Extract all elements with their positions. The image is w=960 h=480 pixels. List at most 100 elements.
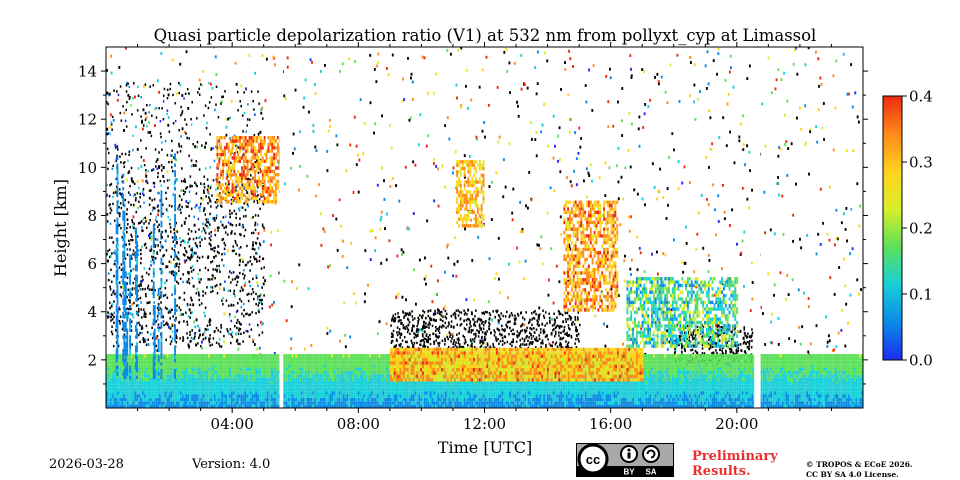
boundary-layer-cell <box>223 404 226 408</box>
boundary-layer-cell <box>136 384 139 388</box>
boundary-layer-cell <box>177 387 180 392</box>
boundary-layer-cell <box>246 354 248 358</box>
noise-cell <box>477 318 479 321</box>
boundary-layer-cell <box>145 360 148 365</box>
noise-cell <box>189 333 191 337</box>
noise-cell <box>391 177 394 180</box>
noise-cell <box>196 117 198 120</box>
noise-cell <box>427 309 430 313</box>
noise-cell <box>423 337 426 340</box>
boundary-layer-cell <box>213 367 216 371</box>
noise-cell <box>746 197 749 201</box>
boundary-layer-cell <box>111 354 114 358</box>
noise-cell <box>437 167 440 171</box>
noise-cell <box>703 352 706 355</box>
boundary-layer-cell <box>249 377 252 382</box>
noise-cell <box>358 158 361 162</box>
noise-cell <box>120 285 122 289</box>
boundary-layer-cell <box>185 364 188 368</box>
boundary-layer-cell <box>136 377 139 382</box>
noise-cell <box>586 195 589 199</box>
noise-cell <box>230 202 233 205</box>
noise-cell <box>119 85 122 88</box>
noise-cell <box>110 209 113 212</box>
noise-cell <box>418 318 420 321</box>
noise-cell <box>271 303 274 307</box>
noise-cell <box>220 326 223 329</box>
boundary-layer-cell <box>240 387 243 392</box>
noise-cell <box>693 83 696 87</box>
noise-cell <box>393 345 395 349</box>
noise-cell <box>165 279 168 282</box>
boundary-layer-cell <box>253 360 256 365</box>
noise-cell <box>794 339 796 343</box>
noise-cell <box>161 236 164 239</box>
noise-cell <box>239 271 241 275</box>
noise-cell <box>447 256 450 260</box>
noise-cell <box>474 337 476 340</box>
noise-cell <box>238 327 241 330</box>
noise-cell <box>459 105 462 109</box>
noise-cell <box>247 299 250 303</box>
boundary-layer-cell <box>132 370 135 375</box>
boundary-layer-cell <box>200 394 203 398</box>
boundary-layer-cell <box>266 367 269 371</box>
noise-cell <box>380 215 383 219</box>
boundary-layer-cell <box>107 377 110 382</box>
boundary-layer-cell <box>272 387 275 392</box>
noise-cell <box>447 324 449 328</box>
noise-cell <box>323 63 326 67</box>
boundary-layer-cell <box>126 377 129 382</box>
noise-cell <box>437 308 439 312</box>
boundary-layer-cell <box>278 391 281 395</box>
boundary-layer-cell <box>198 370 201 375</box>
boundary-layer-cell <box>215 354 218 358</box>
noise-cell <box>119 212 121 215</box>
boundary-layer-cell <box>230 387 233 392</box>
noise-cell <box>651 252 653 256</box>
noise-cell <box>131 218 133 222</box>
noise-cell <box>369 101 372 105</box>
noise-cell <box>161 203 164 206</box>
noise-cell <box>196 255 199 259</box>
boundary-layer-cell <box>257 370 260 375</box>
noise-cell <box>174 102 177 105</box>
boundary-layer-cell <box>211 401 214 405</box>
boundary-layer-cell <box>278 364 281 368</box>
noise-cell <box>428 326 430 329</box>
noise-cell <box>123 333 126 336</box>
noise-cell <box>233 249 235 252</box>
noise-cell <box>248 335 251 338</box>
boundary-layer-cell <box>251 364 254 368</box>
noise-cell <box>261 224 264 228</box>
noise-cell <box>543 330 546 334</box>
boundary-layer-cell <box>221 394 224 398</box>
noise-cell <box>622 342 624 346</box>
noise-cell <box>107 93 110 97</box>
noise-cell <box>235 216 237 220</box>
noise-cell <box>162 212 164 216</box>
boundary-layer-cell <box>221 354 224 358</box>
noise-cell <box>523 338 526 341</box>
boundary-layer-cell <box>247 367 250 371</box>
boundary-layer-cell <box>270 391 273 395</box>
noise-cell <box>729 54 732 58</box>
noise-cell <box>488 325 490 328</box>
noise-cell <box>553 335 556 338</box>
noise-cell <box>180 189 183 193</box>
noise-cell <box>256 190 259 193</box>
noise-cell <box>488 317 491 320</box>
noise-cell <box>425 317 427 320</box>
noise-cell <box>262 257 265 260</box>
boundary-layer-cell <box>276 394 279 398</box>
noise-cell <box>749 309 752 313</box>
noise-cell <box>392 333 394 336</box>
noise-cell <box>260 108 263 112</box>
noise-cell <box>211 274 214 277</box>
noise-cell <box>615 164 618 168</box>
boundary-layer-cell <box>215 370 218 375</box>
boundary-layer-cell <box>121 360 124 365</box>
noise-cell <box>219 270 221 273</box>
boundary-layer-cell <box>268 397 271 402</box>
boundary-layer-cell <box>206 394 209 398</box>
